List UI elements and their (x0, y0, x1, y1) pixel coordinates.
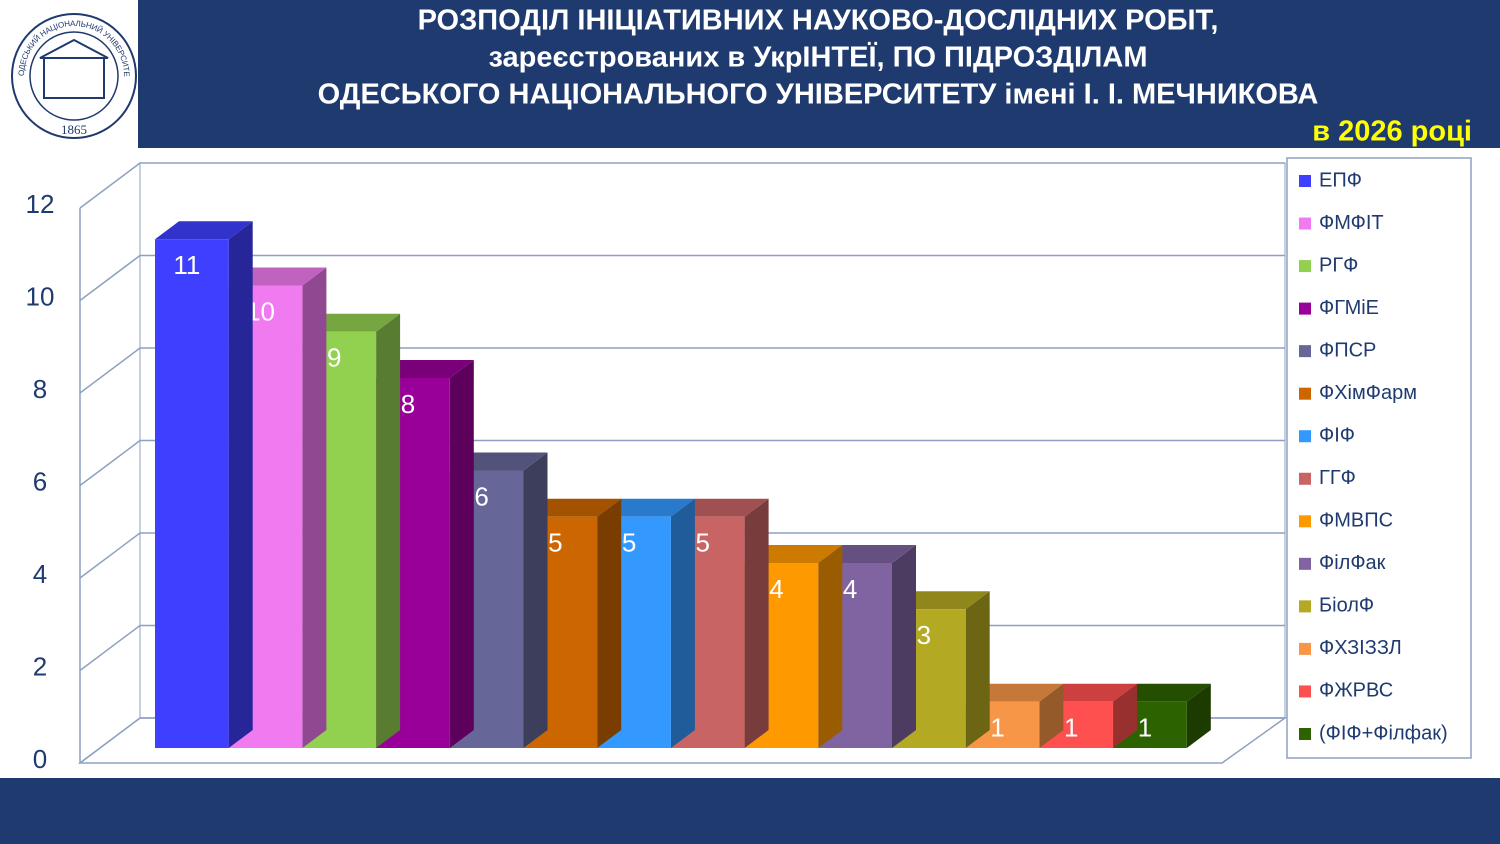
legend-swatch (1299, 387, 1311, 400)
bar-top (376, 360, 474, 378)
legend-label: ФілФак (1319, 552, 1386, 574)
value-label: 8 (401, 389, 415, 419)
bar-side (302, 267, 327, 748)
legend-label: ЕПФ (1319, 169, 1362, 191)
grid-line (79, 532, 1285, 579)
bar-side (1113, 683, 1138, 748)
legend-swatch (1299, 345, 1311, 358)
legend-label: (ФІФ+Філфак) (1319, 722, 1448, 744)
chart: РОЗПОДІЛ ІНІЦІАТИВНИХ НАУКОВО-ДОСЛІДНИХ … (26, 5, 1472, 774)
value-label: 1 (990, 713, 1004, 743)
chart-title: зареєстрованих в УкрІНТЕЇ, ПО ПІДРОЗДІЛА… (489, 41, 1148, 74)
y-tick-label: 4 (33, 559, 47, 589)
legend-label: ФХімФарм (1319, 382, 1417, 404)
value-label: 6 (474, 481, 488, 511)
y-tick-label: 6 (33, 466, 47, 496)
bar-top (744, 545, 843, 563)
value-label: 1 (1064, 713, 1078, 743)
grid-line (79, 162, 1285, 209)
grid-line (79, 347, 1285, 394)
chart-title: ОДЕСЬКОГО НАЦІОНАЛЬНОГО УНІВЕРСИТЕТУ іме… (318, 79, 1319, 111)
bar-top (670, 498, 769, 517)
value-label: 5 (696, 528, 710, 558)
chart-subtitle: в 2026 році (1312, 116, 1472, 148)
legend-label: БіолФ (1319, 595, 1374, 617)
legend-label: ФПСР (1319, 339, 1376, 361)
header-band (0, 0, 1500, 148)
bar-side (597, 498, 622, 748)
bar (155, 239, 229, 748)
logo-ring (29, 31, 119, 121)
legend-box (1286, 157, 1472, 759)
y-tick-label: 0 (33, 744, 47, 774)
chart-title: РОЗПОДІЛ ІНІЦІАТИВНИХ НАУКОВО-ДОСЛІДНИХ … (418, 5, 1219, 37)
grid-line (79, 254, 1285, 302)
legend-swatch (1299, 727, 1311, 740)
legend-swatch (1299, 600, 1311, 613)
legend-swatch (1299, 217, 1311, 230)
logo-roof (39, 38, 109, 59)
y-tick-label: 8 (33, 374, 47, 404)
bar-side (376, 313, 401, 748)
bar-side (965, 591, 990, 748)
legend-swatch (1299, 642, 1311, 655)
legend-swatch (1299, 557, 1311, 570)
legend-swatch (1299, 175, 1311, 187)
value-label: 11 (173, 250, 200, 280)
value-label: 9 (327, 343, 341, 373)
bar-top (228, 267, 327, 286)
bar-side (818, 545, 843, 748)
value-label: 4 (843, 574, 857, 604)
y-tick-label: 12 (26, 189, 55, 219)
bar-top (818, 545, 916, 563)
value-label: 1 (1138, 713, 1152, 743)
legend-swatch (1299, 260, 1311, 273)
bar-side (523, 452, 548, 748)
bar-top (302, 313, 401, 332)
value-label: 3 (917, 620, 931, 650)
value-label: 4 (769, 574, 783, 604)
bar-top (892, 591, 990, 610)
bar-side (228, 221, 253, 748)
value-label: 5 (622, 528, 636, 558)
legend-label: РГФ (1319, 254, 1358, 276)
legend-swatch (1299, 685, 1311, 698)
bar-top (523, 498, 622, 517)
bar-side (744, 498, 769, 748)
bar-top (449, 452, 548, 471)
bar-top (1039, 683, 1138, 702)
legend-swatch (1299, 302, 1311, 315)
grid-line (79, 439, 1285, 487)
legend-label: ФГМіЕ (1319, 297, 1379, 319)
legend-swatch (1299, 515, 1311, 528)
bar-top (155, 221, 253, 240)
bar-side (1039, 683, 1064, 748)
bar-top (1113, 683, 1211, 702)
footer-band (0, 778, 1500, 844)
bar-top (965, 683, 1064, 702)
legend-label: ФМВПС (1319, 510, 1393, 532)
bar-side (449, 360, 474, 748)
y-tick-label: 2 (33, 651, 47, 681)
bar-side (1186, 683, 1211, 748)
logo-year: 1865 (61, 122, 87, 137)
legend-swatch (1299, 430, 1311, 443)
legend-swatch (1299, 472, 1311, 485)
logo-ring (11, 13, 137, 139)
value-label: 5 (548, 528, 562, 558)
bar-top (597, 498, 695, 517)
legend-label: ФХЗІЗЗЛ (1319, 637, 1402, 659)
legend-label: ФІФ (1319, 425, 1355, 447)
bar-side (892, 545, 916, 748)
legend-label: ГГФ (1319, 467, 1356, 489)
legend-label: ФЖРВС (1319, 680, 1393, 702)
y-tick-label: 10 (26, 281, 55, 311)
bar-side (670, 498, 695, 748)
legend-label: ФМФІТ (1319, 212, 1384, 234)
